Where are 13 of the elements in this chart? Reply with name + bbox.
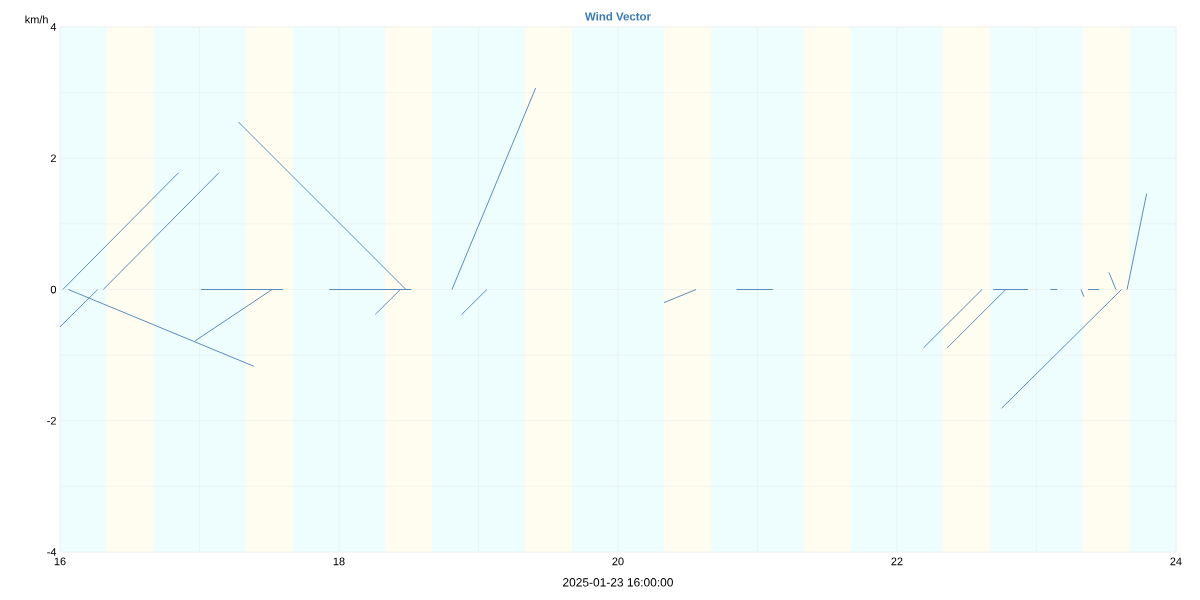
- chart-title: Wind Vector: [584, 12, 651, 21]
- y-tick-label: 4: [50, 23, 57, 31]
- x-tick-label: 22: [891, 557, 903, 566]
- y-tick-label: 2: [50, 154, 56, 163]
- x-tick-label: 18: [333, 557, 345, 566]
- x-axis-title: 2025-01-23 16:00:00: [563, 578, 673, 587]
- x-tick-label: 24: [1170, 557, 1182, 566]
- x-tick-label: 16: [54, 557, 66, 566]
- y-tick-label: -4: [47, 548, 57, 556]
- y-axis-title: km/h: [25, 15, 48, 24]
- y-tick-label: 0: [50, 285, 57, 294]
- x-tick-label: 20: [612, 557, 624, 566]
- y-tick-label: -2: [47, 416, 56, 425]
